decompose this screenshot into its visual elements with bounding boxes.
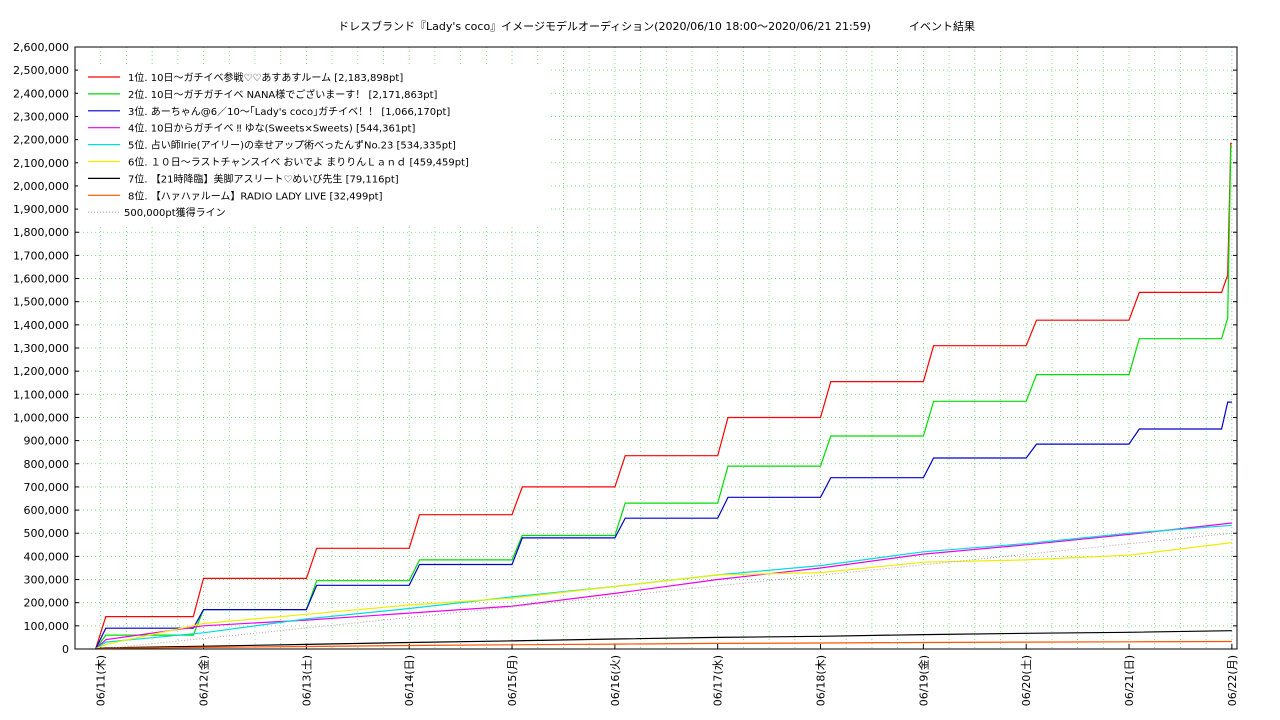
x-tick-label: 06/15(月) — [506, 655, 519, 706]
series-line-9 — [100, 532, 1232, 650]
y-tick-label: 1,300,000 — [13, 342, 69, 355]
y-tick-label: 2,500,000 — [13, 64, 69, 77]
x-tick-label: 06/12(金) — [197, 655, 211, 706]
y-tick-label: 600,000 — [24, 504, 70, 517]
x-tick-label: 06/18(木) — [815, 655, 828, 706]
legend-entry: 5位. 占い師Irie(アイリー)の幸せアップ術べったんずNo.23 [534,… — [128, 139, 456, 152]
y-tick-label: 1,000,000 — [13, 411, 69, 424]
y-tick-label: 1,400,000 — [13, 319, 69, 332]
x-tick-label: 06/16(火) — [609, 655, 622, 706]
x-tick-label: 06/14(日) — [403, 655, 416, 706]
chart-subtitle: イベント結果 — [909, 19, 975, 33]
y-tick-label: 100,000 — [24, 620, 70, 633]
y-tick-label: 800,000 — [24, 458, 70, 471]
y-tick-label: 200,000 — [24, 597, 70, 610]
series-line-8 — [95, 640, 1232, 650]
y-tick-label: 1,500,000 — [13, 296, 69, 309]
legend-entry: 6位. １０日～ラストチャンスイベ おいでよ まりりんＬａｎｄ [459,459… — [128, 156, 469, 169]
y-tick-label: 400,000 — [24, 550, 70, 563]
y-tick-label: 900,000 — [24, 435, 70, 448]
legend-background — [78, 66, 548, 224]
y-tick-label: 2,200,000 — [13, 134, 69, 147]
y-tick-label: 0 — [62, 643, 69, 656]
y-tick-label: 500,000 — [24, 527, 70, 540]
plot-border — [74, 46, 1238, 650]
x-tick-label: 06/11(木) — [95, 655, 108, 706]
series-lines — [95, 142, 1232, 650]
legend-entry: 1位. 10日～ガチイベ参戦♡♡あすあすルーム [2,183,898pt] — [128, 71, 403, 84]
y-tick-label: 1,800,000 — [13, 226, 69, 239]
series-line-4 — [95, 522, 1232, 650]
x-tick-label: 06/20(土) — [1020, 655, 1033, 706]
y-tick-label: 2,000,000 — [13, 180, 69, 193]
legend-entry: 3位. あーちゃん@6／10～｢Lady's coco｣ガチイベ！！ [1,06… — [128, 105, 450, 118]
series-line-1 — [95, 142, 1232, 650]
chart-title: ドレスブランド『Lady's coco』イメージモデルオーディション(2020/… — [338, 19, 871, 33]
legend-entry: 8位. 【ハァハァルーム】RADIO LADY LIVE [32,499pt] — [128, 189, 383, 202]
y-tick-label: 2,600,000 — [13, 41, 69, 54]
series-line-7 — [95, 630, 1232, 650]
x-tick-label: 06/21(日) — [1123, 655, 1136, 706]
series-line-3 — [95, 401, 1232, 650]
y-tick-label: 1,600,000 — [13, 273, 69, 286]
y-tick-label: 2,300,000 — [13, 110, 69, 123]
y-tick-label: 2,400,000 — [13, 87, 69, 100]
y-tick-label: 1,700,000 — [13, 249, 69, 262]
legend-entry: 500,000pt獲得ライン — [124, 206, 226, 219]
x-tick-label: 06/19(金) — [916, 655, 930, 706]
legend-entry: 4位. 10日からガチイベ ‼ ゆな(Sweets×Sweets) [544,3… — [128, 122, 415, 135]
x-tick-label: 06/13(土) — [300, 655, 313, 706]
series-line-6 — [95, 542, 1232, 650]
legend-entry: 7位. 【21時降臨】美脚アスリート♡めいび先生 [79,116pt] — [128, 172, 399, 185]
y-tick-label: 700,000 — [24, 481, 70, 494]
x-tick-label: 06/17(水) — [712, 655, 725, 706]
x-axis-ticks: 06/11(木) 06/12(金) 06/13(土) 06/14(日) 06/15(月)… — [95, 644, 1239, 706]
legend-entry: 2位. 10日～ガチガチイベ NANA様でございまーす！ [2,171,863p… — [128, 88, 438, 101]
legend: 1位. 10日～ガチイベ参戦♡♡あすあすルーム [2,183,898pt] 2位.… — [78, 66, 548, 224]
y-tick-label: 300,000 — [24, 574, 70, 587]
y-tick-label: 1,200,000 — [13, 365, 69, 378]
x-tick-label: 06/22(月) — [1226, 655, 1239, 706]
y-tick-label: 2,100,000 — [13, 157, 69, 170]
y-tick-label: 1,100,000 — [13, 388, 69, 401]
y-tick-label: 1,900,000 — [13, 203, 69, 216]
